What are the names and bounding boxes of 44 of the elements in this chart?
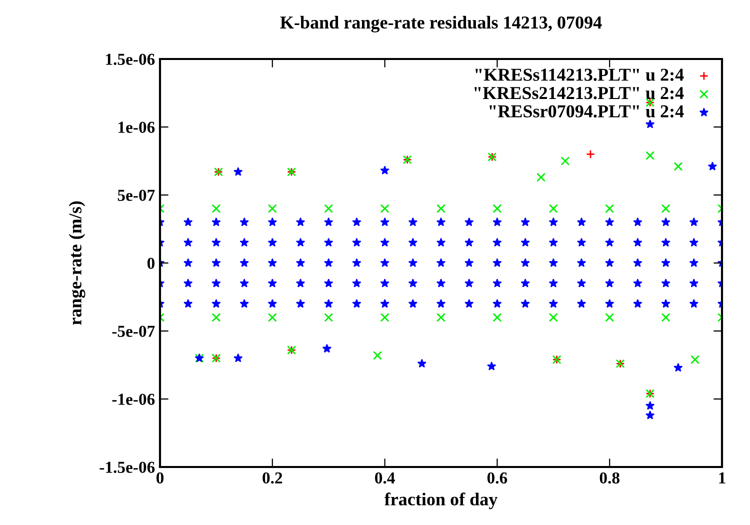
y-tick-label: 1.5e-06 (106, 54, 155, 66)
x-tick-label: 1 (719, 472, 726, 484)
x-tick-label: 0.2 (262, 472, 282, 484)
point (661, 204, 670, 214)
point (324, 312, 334, 322)
point (324, 204, 334, 214)
chart-title: K-band range-rate residuals 14213, 07094 (280, 16, 602, 32)
x-tick-label: 0 (156, 472, 164, 484)
point (605, 312, 614, 322)
x-tick-label: 0.6 (487, 472, 508, 484)
point (212, 204, 221, 214)
point (690, 355, 700, 364)
point (605, 204, 614, 214)
point (436, 204, 446, 214)
point (548, 312, 558, 322)
point (674, 162, 683, 171)
y-tick-label: -1e-06 (112, 394, 155, 405)
point (268, 312, 277, 322)
y-tick-label: 1e-06 (118, 122, 155, 133)
x-tick-label: 0.8 (600, 472, 620, 484)
point (268, 204, 277, 214)
y-tick-label: 0 (147, 258, 155, 269)
point (492, 312, 502, 322)
point (586, 150, 595, 159)
point (646, 151, 655, 160)
y-tick-label: -5e-07 (112, 326, 155, 337)
y-axis-title: range-rate (m/s) (68, 201, 86, 325)
y-tick-label: 5e-07 (118, 190, 155, 201)
point (536, 172, 546, 182)
point (661, 312, 670, 322)
point (212, 312, 221, 322)
y-tick-label: -1.5e-06 (100, 462, 155, 474)
point (436, 312, 446, 322)
point (548, 204, 558, 214)
point (380, 204, 390, 214)
point (380, 312, 390, 322)
legend-label: "KRESs214213.PLT" u 2:4 (474, 87, 684, 100)
x-axis-title: fraction of day (384, 492, 498, 510)
legend-label: "KRESs114213.PLT" u 2:4 (476, 68, 684, 81)
point (372, 350, 382, 360)
x-tick-label: 0.4 (375, 472, 395, 484)
point (560, 156, 570, 166)
legend-label: "RESsr07094.PLT" u 2:4 (490, 105, 684, 118)
point (492, 204, 502, 214)
